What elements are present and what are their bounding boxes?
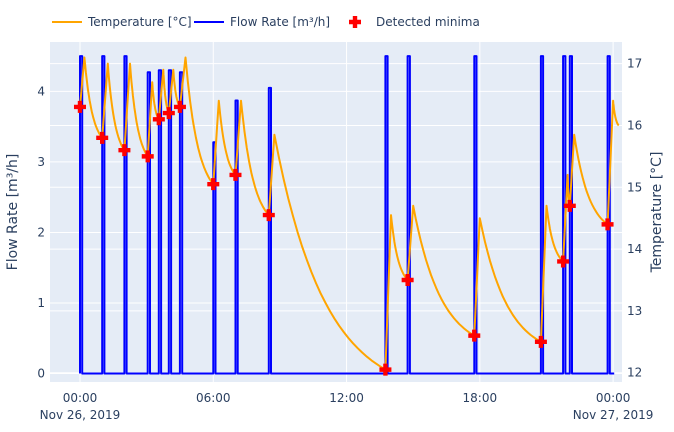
minima-marker[interactable] [468, 329, 481, 342]
minima-marker[interactable] [379, 363, 392, 376]
minima-marker[interactable] [96, 131, 109, 144]
minima-marker[interactable] [534, 335, 547, 348]
x-tick-date-label: Nov 26, 2019 [40, 408, 121, 422]
y-right-tick-label: 16 [627, 118, 642, 132]
legend-label: Temperature [°C] [87, 15, 192, 29]
flow-rate-series [79, 55, 615, 375]
minima-marker[interactable] [173, 100, 186, 113]
axes: 00:00 Nov 26, 2019 06:00 12:00 18:00 00:00 Nov… [5, 57, 665, 422]
y-left-axis-title: Flow Rate [m³/h] [5, 154, 21, 271]
minima-marker[interactable] [401, 274, 414, 286]
temperature-line [79, 56, 620, 371]
y-right-tick-label: 13 [627, 304, 642, 318]
y-right-tick-label: 17 [627, 57, 642, 71]
y-left-tick-label: 3 [37, 155, 45, 169]
temperature-series [79, 56, 620, 371]
legend-label: Detected minima [376, 15, 480, 29]
flow-rate-line [79, 55, 615, 375]
minima-marker[interactable] [141, 150, 154, 163]
y-left-tick-label: 1 [37, 296, 45, 310]
legend-item[interactable]: Temperature [°C] [52, 15, 192, 29]
x-tick-date-label: Nov 27, 2019 [573, 408, 654, 422]
legend-swatch [349, 16, 361, 28]
minima-marker[interactable] [262, 209, 275, 222]
plot-background [50, 42, 622, 382]
legend-item[interactable]: Flow Rate [m³/h] [194, 15, 330, 29]
detected-minima-series [73, 100, 614, 376]
x-tick-label: 18:00 [463, 391, 498, 405]
y-right-tick-label: 12 [627, 366, 642, 380]
minima-marker[interactable] [73, 100, 86, 113]
y-left-tick-label: 4 [37, 84, 45, 98]
minima-marker[interactable] [118, 144, 131, 157]
minima-marker[interactable] [557, 255, 570, 268]
minima-marker[interactable] [162, 107, 175, 120]
minima-marker[interactable] [152, 113, 165, 126]
y-left-tick-label: 0 [37, 367, 45, 381]
x-tick-label: 12:00 [329, 391, 364, 405]
minima-marker[interactable] [207, 178, 220, 191]
y-right-tick-label: 14 [627, 242, 642, 256]
x-tick-label: 00:00 [63, 391, 98, 405]
legend-item[interactable]: Detected minima [349, 15, 480, 29]
y-left-tick-label: 2 [37, 225, 45, 239]
x-tick-label: 06:00 [196, 391, 231, 405]
y-right-tick-label: 15 [627, 180, 642, 194]
x-tick-label: 00:00 [596, 391, 631, 405]
y-right-axis-title: Temperature [°C] [649, 152, 665, 274]
legend-label: Flow Rate [m³/h] [230, 15, 330, 29]
minima-marker[interactable] [229, 168, 242, 181]
minima-marker[interactable] [563, 199, 576, 212]
minima-marker[interactable] [601, 218, 614, 231]
legend[interactable]: Temperature [°C] Flow Rate [m³/h] Detected… [52, 15, 480, 29]
